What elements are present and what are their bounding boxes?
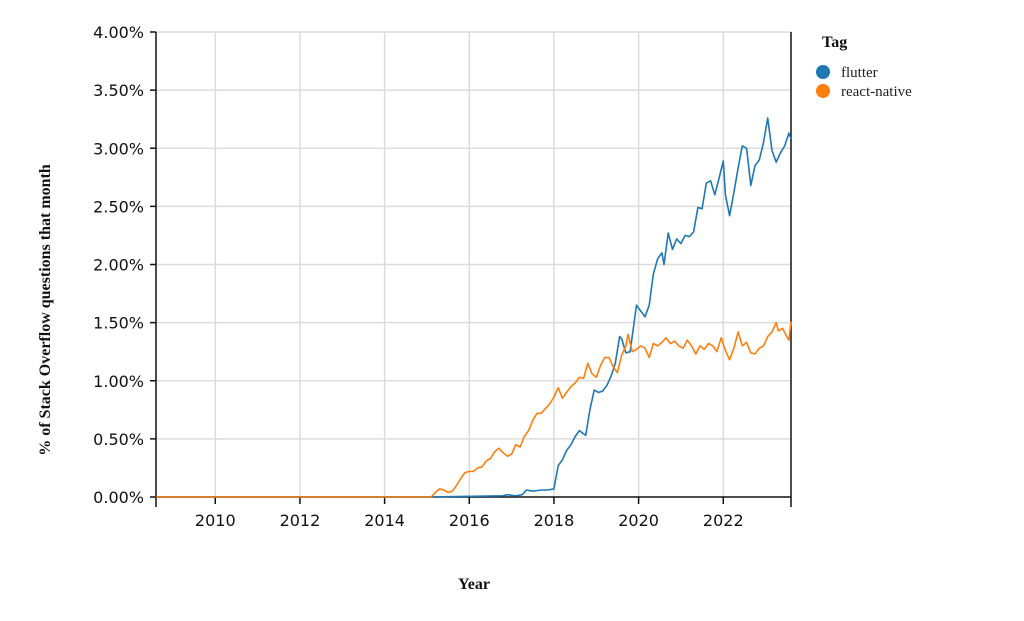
- grid: [156, 31, 791, 497]
- y-tick-label: 0.50%: [93, 430, 144, 449]
- legend-title: Tag: [822, 34, 847, 51]
- y-tick-label: 1.00%: [93, 372, 144, 391]
- y-tick-label: 2.00%: [93, 256, 144, 275]
- legend-label-flutter: flutter: [841, 65, 878, 81]
- x-tick-label: 2020: [618, 511, 659, 530]
- y-tick-label: 3.50%: [93, 81, 144, 100]
- x-tick-label: 2014: [364, 511, 405, 530]
- axes: 0.00% 0.50% 1.00% 1.50% 2.00% 2.50% 3.00% 3.50%…: [93, 23, 792, 530]
- series-line-react-native: [156, 321, 792, 498]
- legend-swatch-react-native: [816, 84, 830, 98]
- y-axis-title: % of Stack Overflow questions that month: [37, 164, 54, 456]
- x-tick-label: 2022: [703, 511, 744, 530]
- legend-label-react-native: react-native: [841, 84, 912, 100]
- y-tick-label: 0.00%: [93, 488, 144, 507]
- legend: Tag flutter react-native: [816, 34, 912, 100]
- y-tick-label: 2.50%: [93, 197, 144, 216]
- x-tick-label: 2016: [449, 511, 490, 530]
- x-tick-label: 2012: [280, 511, 321, 530]
- legend-swatch-flutter: [816, 65, 830, 79]
- y-tick-label: 4.00%: [93, 23, 144, 42]
- series-lines: [156, 117, 792, 498]
- x-tick-label: 2018: [534, 511, 575, 530]
- x-tick-label: 2010: [195, 511, 236, 530]
- series-line-flutter: [156, 117, 792, 498]
- x-axis-title: Year: [458, 576, 490, 593]
- y-tick-label: 1.50%: [93, 314, 144, 333]
- y-tick-label: 3.00%: [93, 139, 144, 158]
